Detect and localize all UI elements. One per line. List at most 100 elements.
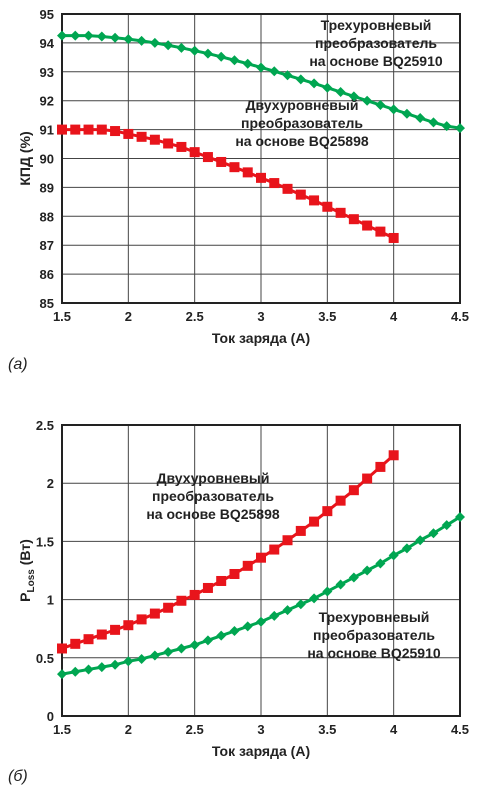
series-three-level: Трехуровневый преобразователь на основе BQ… xyxy=(57,17,465,134)
y-axis-label-subscript: Loss xyxy=(26,569,37,593)
data-point-diamond xyxy=(388,550,399,561)
x-tick-label: 4.5 xyxy=(451,309,469,324)
data-point-square xyxy=(375,461,386,472)
series-annotation-line: на основе BQ25898 xyxy=(146,506,280,522)
x-tick-label: 2.5 xyxy=(186,722,204,737)
data-point-diamond xyxy=(348,91,359,102)
data-point-diamond xyxy=(202,48,213,59)
x-tick-label: 3.5 xyxy=(318,722,336,737)
data-point-diamond xyxy=(123,656,134,667)
x-tick-label: 1.5 xyxy=(53,722,71,737)
series-two-level: Двухуровневый преобразователь на основе BQ… xyxy=(57,97,399,243)
y-tick-label: 92 xyxy=(40,94,54,109)
data-point-square xyxy=(375,226,386,237)
data-point-square xyxy=(110,126,121,137)
data-point-diamond xyxy=(282,70,293,81)
series-annotation-line: на основе BQ25910 xyxy=(309,53,443,69)
data-point-diamond xyxy=(295,599,306,610)
data-point-square xyxy=(149,134,160,145)
data-point-diamond xyxy=(362,95,373,106)
y-axis-label-unit: (Вт) xyxy=(17,539,33,569)
data-point-diamond xyxy=(441,520,452,531)
series-annotation-line: Трехуровневый xyxy=(319,609,430,625)
data-point-diamond xyxy=(110,659,121,670)
x-tick-label: 3 xyxy=(257,722,264,737)
series-annotation-line: Трехуровневый xyxy=(321,17,432,33)
data-point-square xyxy=(242,560,253,571)
x-tick-label: 2 xyxy=(125,722,132,737)
data-point-diamond xyxy=(110,32,121,43)
data-point-square xyxy=(189,589,200,600)
data-point-diamond xyxy=(375,558,386,569)
data-point-diamond xyxy=(216,630,227,641)
series-annotation-line: преобразователь xyxy=(313,627,435,643)
data-point-square xyxy=(388,450,399,461)
data-point-diamond xyxy=(123,34,134,45)
y-axis-label: PLoss (Вт) xyxy=(17,539,37,602)
data-point-square xyxy=(123,620,134,631)
data-point-square xyxy=(309,516,320,527)
x-axis-label: Ток заряда (A) xyxy=(212,330,310,346)
data-point-square xyxy=(322,506,333,517)
series-annotation-line: преобразователь xyxy=(315,35,437,51)
series-annotation-line: Двухуровневый xyxy=(157,470,270,486)
y-tick-label: 1.5 xyxy=(36,534,54,549)
y-tick-label: 94 xyxy=(40,36,55,51)
series-two-level: Двухуровневый преобразователь на основе BQ… xyxy=(57,450,399,654)
data-point-square xyxy=(70,638,81,649)
data-point-diamond xyxy=(57,669,67,680)
data-point-diamond xyxy=(202,635,213,646)
data-point-square xyxy=(282,183,293,194)
data-point-diamond xyxy=(163,646,174,657)
data-point-diamond xyxy=(269,66,280,77)
data-point-square xyxy=(348,214,359,225)
data-point-square xyxy=(242,167,253,178)
series-annotation: Двухуровневый преобразователь на основе BQ… xyxy=(235,97,369,149)
x-tick-label: 4.5 xyxy=(451,722,469,737)
data-point-square xyxy=(57,124,67,135)
series-annotation-line: на основе BQ25898 xyxy=(235,133,369,149)
y-axis-label: КПД (%) xyxy=(17,131,33,185)
y-tick-label: 0.5 xyxy=(36,651,54,666)
data-point-diamond xyxy=(136,653,147,664)
series-annotation-line: на основе BQ25910 xyxy=(307,645,441,661)
panel-label: (a) xyxy=(8,356,28,373)
series-annotation: Двухуровневый преобразователь на основе BQ… xyxy=(146,470,280,522)
data-point-diamond xyxy=(163,40,174,51)
data-point-square xyxy=(295,189,306,200)
data-point-diamond xyxy=(57,30,67,41)
series-annotation: Трехуровневый преобразователь на основе BQ… xyxy=(309,17,443,69)
y-tick-label: 1 xyxy=(47,593,54,608)
data-point-diamond xyxy=(415,535,426,546)
y-tick-label: 0 xyxy=(47,709,54,724)
data-point-square xyxy=(348,485,359,496)
data-point-diamond xyxy=(428,117,439,128)
y-tick-label: 93 xyxy=(40,65,54,80)
data-point-diamond xyxy=(70,30,81,41)
data-point-square xyxy=(269,178,280,189)
data-point-square xyxy=(335,207,346,218)
y-tick-label: 86 xyxy=(40,267,54,282)
data-point-square xyxy=(256,552,266,563)
data-point-square xyxy=(388,232,399,243)
data-point-square xyxy=(362,220,373,231)
data-point-diamond xyxy=(322,586,333,597)
data-point-diamond xyxy=(83,30,94,41)
data-point-square xyxy=(96,629,107,640)
data-point-diamond xyxy=(309,78,320,89)
data-point-square xyxy=(163,602,174,613)
x-tick-label: 1.5 xyxy=(53,309,71,324)
data-point-diamond xyxy=(189,45,200,56)
data-point-square xyxy=(216,156,227,167)
series-annotation-line: Двухуровневый xyxy=(246,97,359,113)
data-point-square xyxy=(189,147,200,158)
x-tick-label: 4 xyxy=(390,722,398,737)
series-three-level: Трехуровневый преобразователь на основе BQ… xyxy=(57,511,465,680)
data-point-diamond xyxy=(136,35,147,46)
data-point-diamond xyxy=(242,58,253,69)
data-point-diamond xyxy=(149,37,160,48)
data-point-square xyxy=(176,595,187,606)
data-point-square xyxy=(216,575,227,586)
data-point-square xyxy=(149,608,160,619)
data-point-square xyxy=(136,131,147,142)
